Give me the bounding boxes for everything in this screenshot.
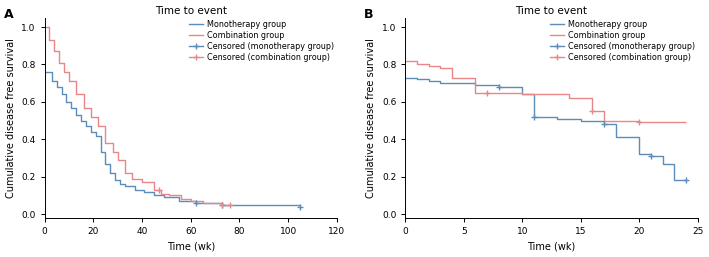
- Text: A: A: [4, 8, 13, 21]
- X-axis label: Time (wk): Time (wk): [167, 241, 215, 251]
- Y-axis label: Cumulative disease free survival: Cumulative disease free survival: [6, 38, 16, 198]
- Title: Time to event: Time to event: [515, 6, 588, 16]
- Y-axis label: Cumulative disease free survival: Cumulative disease free survival: [367, 38, 376, 198]
- Text: B: B: [364, 8, 374, 21]
- Legend: Monotherapy group, Combination group, Censored (monotherapy group), Censored (co: Monotherapy group, Combination group, Ce…: [549, 20, 696, 62]
- Title: Time to event: Time to event: [155, 6, 227, 16]
- X-axis label: Time (wk): Time (wk): [527, 241, 576, 251]
- Legend: Monotherapy group, Combination group, Censored (monotherapy group), Censored (co: Monotherapy group, Combination group, Ce…: [189, 20, 335, 62]
